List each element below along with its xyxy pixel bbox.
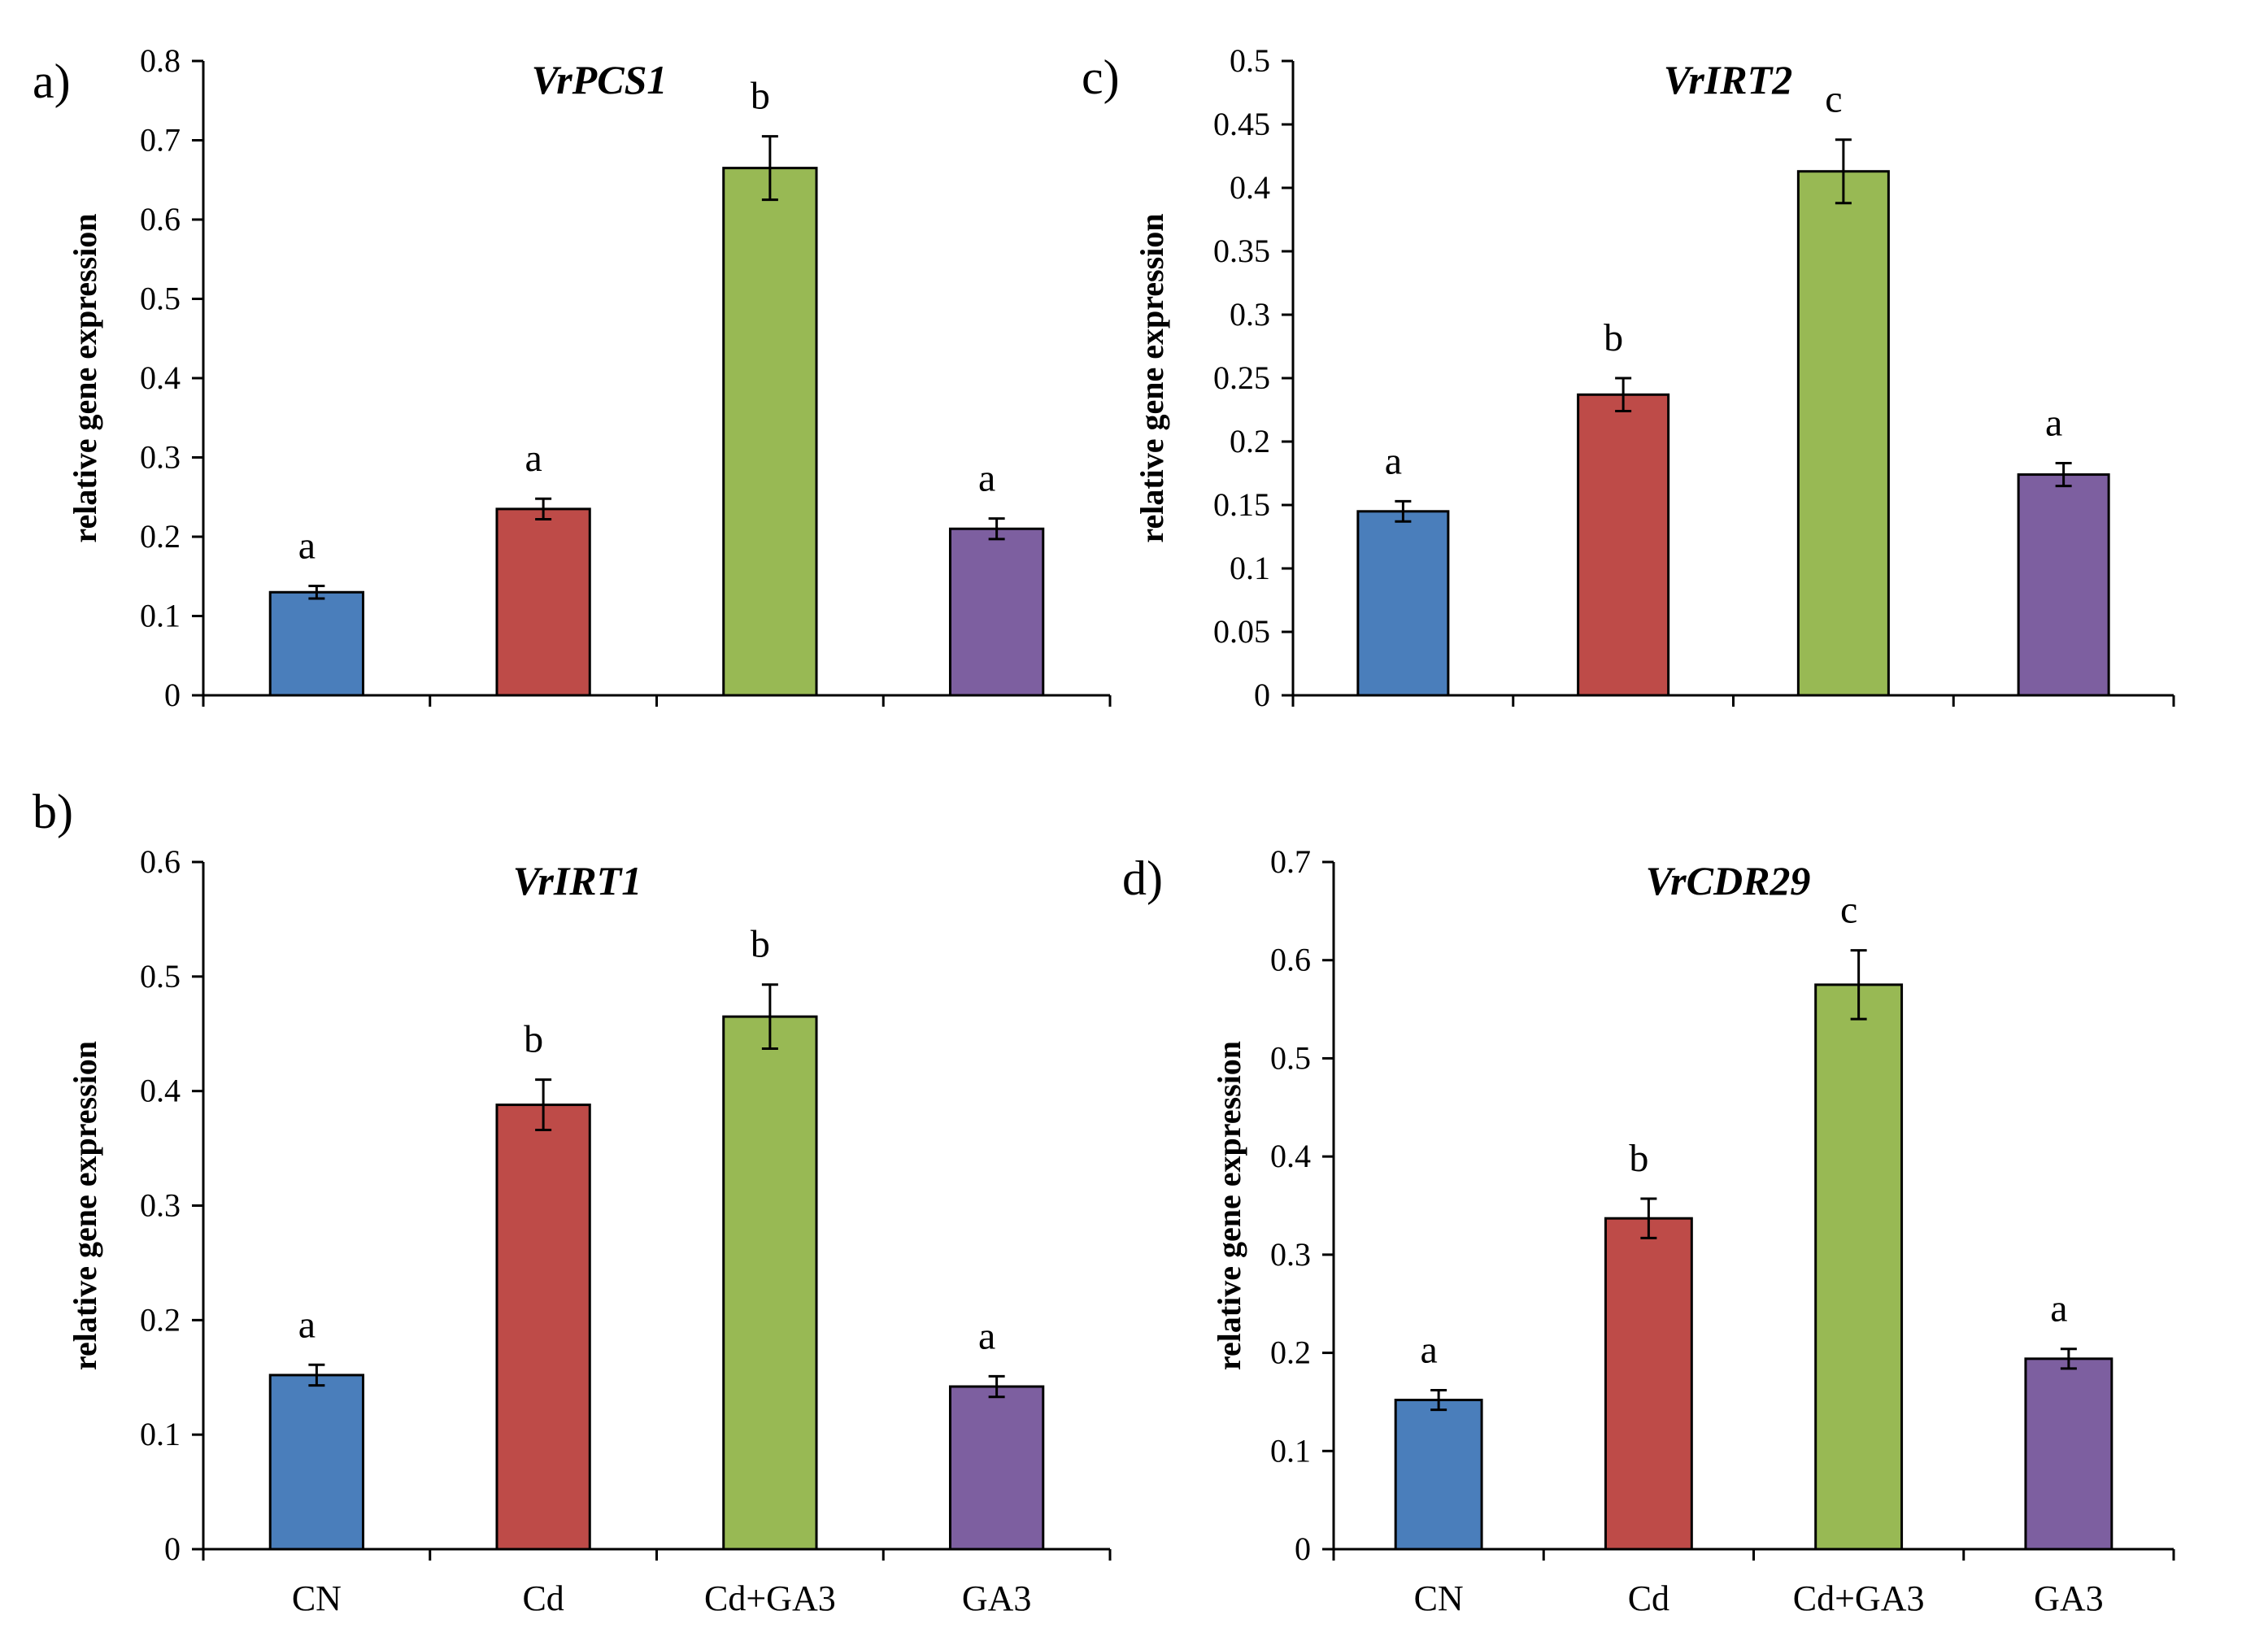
x-category-label: CN	[292, 1578, 342, 1618]
significance-letter: b	[1604, 316, 1623, 359]
y-tick-label: 0	[1254, 677, 1270, 713]
y-tick-label: 0.35	[1213, 233, 1270, 269]
y-axis-label: relative gene expression	[1211, 1041, 1247, 1370]
y-tick-label: 0.2	[1230, 423, 1270, 459]
y-tick-label: 0.05	[1213, 613, 1270, 650]
y-tick-label: 0.4	[140, 1073, 181, 1109]
bar-cd	[1577, 393, 1670, 697]
panel-c-vrirt2: c) VrIRT2 relative gene expression 0 0.05 0.1…	[1082, 42, 2175, 713]
y-tick-label: 0.5	[1270, 1039, 1311, 1076]
significance-letter: a	[525, 437, 542, 480]
panel-label: c)	[1082, 50, 1120, 104]
bar-cd-ga3	[722, 167, 818, 697]
y-tick-label: 0	[1295, 1530, 1311, 1567]
bar-cd-ga3	[1814, 983, 1904, 1551]
panel-label: d)	[1122, 851, 1163, 905]
significance-letter: a	[298, 1303, 316, 1346]
y-tick-label: 0.2	[140, 518, 181, 555]
significance-letter: c	[1825, 78, 1842, 121]
bar-cn	[268, 1374, 365, 1551]
significance-letter: a	[2045, 402, 2062, 445]
y-tick-label: 0.6	[140, 201, 181, 237]
y-tick-label: 0.4	[1230, 169, 1270, 206]
bar-cd-ga3	[1796, 170, 1890, 697]
y-tick-label: 0.4	[140, 359, 181, 396]
y-tick-label: 0.1	[1270, 1432, 1311, 1469]
y-tick-label: 0.5	[1230, 42, 1270, 79]
y-tick-label: 0.25	[1213, 359, 1270, 396]
y-tick-label: 0.7	[140, 122, 181, 159]
y-tick-label: 0.6	[140, 843, 181, 880]
y-tick-label: 0.3	[1230, 296, 1270, 333]
significance-letter: c	[1840, 889, 1857, 932]
panel-a-vrpcs1: a) VrPCS1 relative gene expression 0 0.1 0.2 0…	[33, 42, 1112, 713]
x-category-label: Cd	[522, 1578, 564, 1618]
y-tick-label: 0.2	[140, 1301, 181, 1338]
panel-label: b)	[33, 785, 73, 838]
y-axis-label: relative gene expression	[1134, 213, 1170, 542]
y-axis-label: relative gene expression	[67, 213, 103, 542]
significance-letter: b	[751, 923, 770, 966]
y-tick-label: 0.5	[140, 958, 181, 995]
panel-b-vrirt1: b) VrIRT1 relative gene expression 0 0.1 0.2 0…	[33, 785, 1112, 1618]
chart-title: VrPCS1	[532, 57, 668, 102]
y-tick-label: 0	[164, 1530, 181, 1567]
significance-letter: b	[524, 1018, 543, 1061]
y-tick-label: 0.7	[1270, 843, 1311, 880]
y-tick-label: 0.1	[1230, 550, 1270, 586]
y-tick-label: 0.1	[140, 598, 181, 634]
bar-cn	[1394, 1399, 1483, 1551]
bar-ga3	[948, 527, 1045, 697]
y-tick-label: 0	[164, 677, 181, 713]
y-tick-label: 0.3	[1270, 1236, 1311, 1273]
y-tick-label: 0.1	[140, 1416, 181, 1452]
y-tick-label: 0.2	[1270, 1334, 1311, 1371]
significance-letter: a	[2050, 1287, 2067, 1330]
bar-ga3	[2024, 1357, 2113, 1551]
y-tick-label: 0.45	[1213, 106, 1270, 142]
bar-cd-ga3	[722, 1015, 818, 1551]
x-category-label: Cd+GA3	[1793, 1578, 1925, 1618]
chart-title: VrCDR29	[1646, 858, 1811, 903]
y-tick-label: 0.5	[140, 281, 181, 317]
significance-letter: a	[1385, 439, 1402, 482]
significance-letter: b	[1629, 1137, 1648, 1180]
y-tick-label: 0.4	[1270, 1138, 1311, 1174]
y-tick-label: 0.15	[1213, 486, 1270, 523]
x-category-label: CN	[1414, 1578, 1464, 1618]
significance-letter: a	[1420, 1328, 1437, 1371]
bar-cn	[268, 590, 365, 697]
significance-letter: a	[298, 524, 316, 567]
chart-title: VrIRT2	[1664, 57, 1792, 102]
x-category-label: GA3	[2034, 1578, 2104, 1618]
y-tick-label: 0.3	[140, 439, 181, 476]
bar-cd	[495, 507, 591, 697]
y-tick-label: 0.8	[140, 42, 181, 79]
bar-ga3	[948, 1385, 1045, 1551]
significance-letter: a	[978, 1314, 995, 1357]
bar-cd	[1604, 1217, 1693, 1551]
y-axis-label: relative gene expression	[67, 1041, 103, 1370]
bar-cd	[495, 1104, 591, 1551]
y-tick-label: 0.6	[1270, 942, 1311, 978]
y-tick-label: 0.3	[140, 1187, 181, 1224]
panel-d-vrcdr29: d) VrCDR29 relative gene expression 0 0.1 0.2…	[1122, 843, 2175, 1618]
x-category-label: GA3	[962, 1578, 1032, 1618]
panel-label: a)	[33, 54, 71, 108]
significance-letter: a	[978, 457, 995, 500]
x-category-label: Cd+GA3	[704, 1578, 836, 1618]
significance-letter: b	[751, 75, 770, 118]
bar-ga3	[2017, 473, 2110, 697]
x-category-label: Cd	[1628, 1578, 1669, 1618]
bar-cn	[1356, 510, 1450, 697]
chart-title: VrIRT1	[513, 858, 642, 903]
